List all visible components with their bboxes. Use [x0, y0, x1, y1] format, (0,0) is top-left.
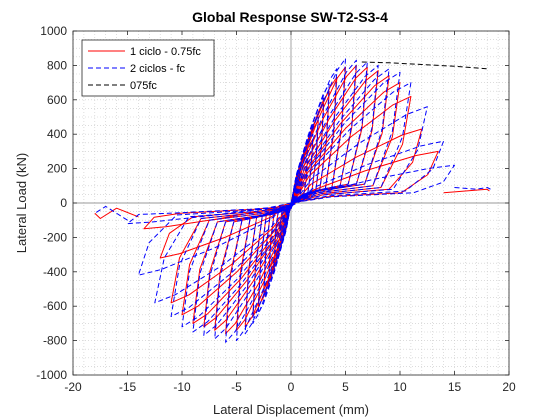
y-tick-label: 800 [47, 58, 67, 72]
x-tick-label: -15 [119, 380, 137, 394]
x-tick-label: 15 [448, 380, 462, 394]
series-layer [94, 58, 491, 343]
x-tick-label: -5 [231, 380, 242, 394]
series-2-ciclos-fc-tail-pos [454, 187, 491, 190]
y-tick-label: 1000 [40, 24, 67, 38]
y-tick-label: -1000 [36, 368, 67, 382]
tick-marks [72, 30, 510, 376]
series-2-ciclos-fc-tail-neg [94, 205, 128, 221]
legend: 1 ciclo - 0.75fc 2 ciclos - fc 075fc [81, 39, 215, 97]
plot-area [72, 30, 510, 376]
series-2-ciclos-fc-loop [154, 106, 428, 304]
series-1-ciclo-0-75fc-tail-pos [443, 188, 490, 194]
y-tick-label: -800 [43, 334, 67, 348]
x-tick-label: 10 [393, 380, 407, 394]
series-2-ciclos-fc-loop [236, 58, 346, 342]
x-tick-labels: -20 -15 -10 -5 0 5 10 15 20 [64, 380, 516, 394]
x-tick-label: 0 [288, 380, 295, 394]
legend-label-075fc: 075fc [130, 80, 157, 92]
series-2-ciclos-fc-loop [225, 59, 357, 343]
chart-title: Global Response SW-T2-S3-4 [192, 9, 388, 25]
x-tick-label: -10 [173, 380, 191, 394]
legend-label-1-ciclo: 1 ciclo - 0.75fc [130, 46, 201, 58]
y-tick-label: -600 [43, 299, 67, 313]
y-tick-label: -200 [43, 230, 67, 244]
y-tick-label: -400 [43, 265, 67, 279]
y-tick-label: 0 [60, 196, 67, 210]
series-2-ciclos-fc-loop [127, 164, 455, 225]
y-axis-label: Lateral Load (kN) [14, 153, 29, 253]
x-tick-label: 20 [502, 380, 516, 394]
y-tick-label: 200 [47, 162, 67, 176]
y-tick-label: 600 [47, 93, 67, 107]
y-tick-labels: -1000 -800 -600 -400 -200 0 200 400 600 800 1000 [36, 24, 67, 382]
legend-label-2-ciclos: 2 ciclos - fc [130, 63, 186, 75]
x-tick-label: 5 [342, 380, 349, 394]
series-1-ciclo-0-75fc-tail-neg [94, 207, 139, 219]
y-tick-label: 400 [47, 127, 67, 141]
x-tick-label: -20 [64, 380, 82, 394]
series-075fc-line [361, 61, 488, 70]
x-axis-label: Lateral Displacement (mm) [213, 402, 369, 417]
